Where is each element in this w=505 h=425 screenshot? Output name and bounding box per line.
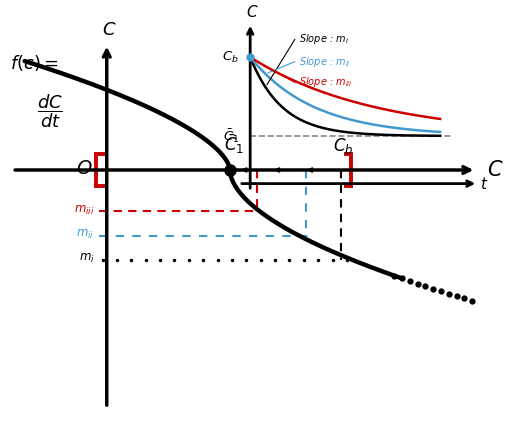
Text: $C$: $C$ — [486, 160, 503, 180]
Text: $C_b$: $C_b$ — [222, 50, 239, 65]
Text: $m_{ii}$: $m_{ii}$ — [76, 228, 94, 241]
Text: $O$: $O$ — [76, 159, 92, 178]
Text: $\bar{C}_1$: $\bar{C}_1$ — [224, 133, 244, 156]
Text: Slope : $m_i$: Slope : $m_i$ — [299, 32, 349, 46]
Text: $C$: $C$ — [102, 21, 116, 39]
Text: Slope : $m_{ii}$: Slope : $m_{ii}$ — [299, 55, 351, 68]
Text: $\bar{C}_1$: $\bar{C}_1$ — [223, 127, 239, 145]
Text: $t$: $t$ — [480, 176, 489, 192]
Text: $C$: $C$ — [246, 4, 259, 20]
Text: $m_{iii}$: $m_{iii}$ — [74, 204, 94, 217]
Text: $C_b$: $C_b$ — [333, 136, 353, 156]
Text: $f(c)=$: $f(c)=$ — [10, 54, 59, 74]
Text: Slope : $m_{iii}$: Slope : $m_{iii}$ — [299, 76, 353, 89]
Text: $m_i$: $m_i$ — [79, 252, 94, 265]
Text: $\dfrac{dC}{dt}$: $\dfrac{dC}{dt}$ — [37, 92, 63, 130]
